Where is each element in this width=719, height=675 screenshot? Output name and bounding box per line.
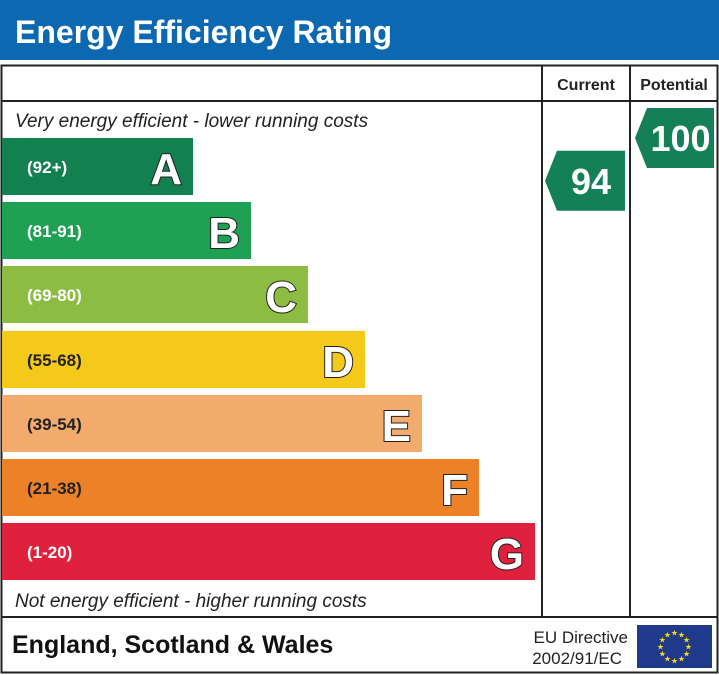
potential-rating-arrow: 100 — [635, 108, 714, 168]
band-range: (39-54) — [27, 415, 82, 434]
current-header: Current — [557, 77, 615, 94]
band-range: (55-68) — [27, 351, 82, 370]
band-range: (21-38) — [27, 479, 82, 498]
band-c: (69-80) C — [2, 266, 308, 323]
bottom-note: Not energy efficient - higher running co… — [15, 591, 367, 612]
band-letter: G — [490, 530, 524, 579]
title-bar — [0, 0, 719, 60]
band-range: (1-20) — [27, 543, 72, 562]
band-g: (1-20) G — [2, 523, 535, 580]
band-b: (81-91) B — [2, 202, 251, 259]
directive-line2: 2002/91/EC — [532, 649, 622, 668]
band-letter: E — [382, 402, 411, 451]
band-letter: F — [441, 466, 468, 515]
band-bar — [2, 266, 308, 323]
band-a: (92+) A — [2, 138, 193, 195]
star-icon: ★ — [678, 655, 685, 664]
frame — [0, 64, 719, 674]
band-bar — [2, 331, 365, 388]
band-letter: D — [322, 338, 354, 387]
star-icon: ★ — [664, 630, 671, 639]
band-f: (21-38) F — [2, 459, 479, 516]
star-icon: ★ — [671, 657, 678, 666]
band-range: (92+) — [27, 158, 67, 177]
band-e: (39-54) E — [2, 395, 422, 452]
star-icon: ★ — [671, 629, 678, 638]
star-icon: ★ — [683, 650, 690, 659]
potential-rating-arrow-shape — [635, 108, 714, 168]
band-bar — [2, 523, 535, 580]
star-icon: ★ — [659, 636, 666, 645]
current-rating-arrow: 94 — [545, 150, 625, 211]
band-range: (81-91) — [27, 222, 82, 241]
band-letter: A — [150, 145, 182, 194]
star-icon: ★ — [685, 643, 692, 652]
band-range: (69-80) — [27, 286, 82, 305]
band-bar — [2, 459, 479, 516]
star-icon: ★ — [678, 630, 685, 639]
top-note: Very energy efficient - lower running co… — [15, 111, 369, 132]
star-icon: ★ — [683, 636, 690, 645]
band-letter: B — [208, 209, 240, 258]
band-bar — [2, 138, 193, 195]
country-label: England, Scotland & Wales — [12, 631, 333, 659]
band-bar — [2, 395, 422, 452]
current-rating-arrow-value: 94 — [571, 161, 611, 202]
potential-rating-arrow-value: 100 — [650, 118, 710, 159]
current-rating-arrow-shape — [545, 150, 625, 211]
eu-flag-icon: ★ ★★★★★★★★★★★ — [637, 625, 712, 668]
band-d: (55-68) D — [2, 331, 365, 388]
band-bar — [2, 202, 251, 259]
star-icon: ★ — [657, 643, 664, 652]
star-icon: ★ — [659, 650, 666, 659]
chart-title: Energy Efficiency Rating — [15, 14, 392, 50]
potential-header: Potential — [640, 77, 708, 94]
directive-line1: EU Directive — [534, 628, 628, 647]
band-letter: C — [265, 273, 297, 322]
star-icon: ★ — [664, 655, 671, 664]
